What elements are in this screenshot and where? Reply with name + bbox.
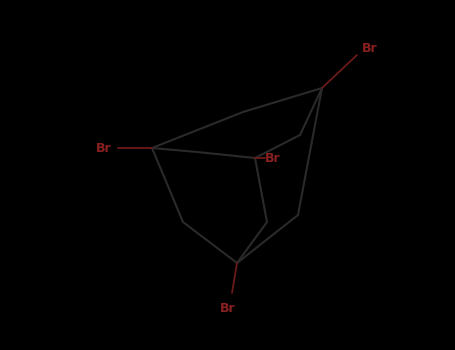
Text: Br: Br <box>96 141 112 154</box>
Text: Br: Br <box>362 42 378 55</box>
Text: Br: Br <box>220 301 236 315</box>
Text: Br: Br <box>265 152 281 164</box>
